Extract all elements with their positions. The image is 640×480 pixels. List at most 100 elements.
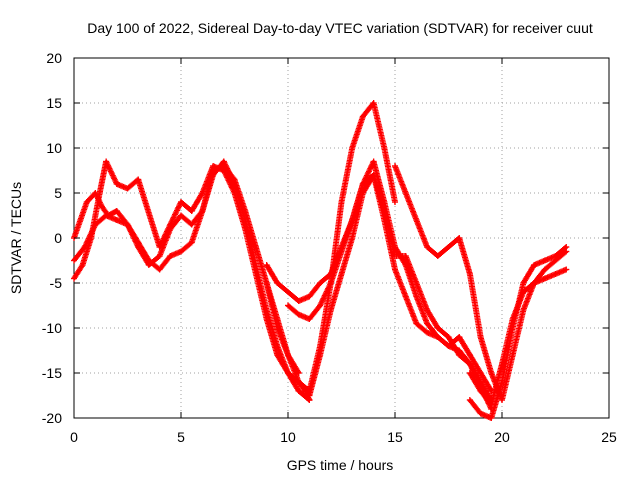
- y-tick-label: -15: [42, 365, 62, 381]
- data-point: [349, 217, 356, 223]
- data-point: [477, 370, 484, 376]
- data-point: [392, 163, 398, 169]
- data-point: [402, 262, 409, 268]
- data-point: [541, 275, 548, 282]
- data-point: [466, 352, 473, 358]
- data-point: [306, 316, 313, 322]
- data-point: [103, 158, 110, 165]
- data-point: [509, 316, 516, 322]
- data-point: [456, 334, 463, 340]
- x-tick-label: 20: [494, 429, 510, 445]
- data-point: [466, 370, 473, 376]
- data-point: [424, 329, 431, 336]
- data-point: [349, 145, 356, 151]
- data-point: [349, 235, 356, 241]
- data-point: [285, 352, 291, 358]
- data-point: [156, 244, 163, 250]
- data-point: [263, 316, 270, 322]
- data-point: [295, 298, 302, 304]
- data-point: [178, 199, 184, 205]
- data-point: [274, 280, 281, 286]
- data-point: [424, 307, 431, 313]
- data-point: [96, 190, 103, 196]
- data-point: [220, 167, 227, 174]
- series-6: [295, 100, 398, 394]
- y-tick-label: -5: [50, 275, 63, 291]
- data-point: [188, 239, 195, 246]
- data-point: [263, 262, 270, 268]
- data-point: [188, 208, 195, 214]
- data-point: [445, 244, 452, 250]
- data-point: [156, 253, 163, 259]
- data-point: [413, 293, 420, 300]
- data-point: [477, 379, 484, 385]
- data-point: [167, 221, 174, 228]
- data-point: [445, 343, 452, 349]
- data-point: [188, 221, 195, 228]
- data-point: [77, 217, 84, 223]
- data-point: [231, 176, 238, 183]
- data-point: [488, 415, 495, 421]
- data-point: [327, 280, 334, 286]
- data-point: [285, 302, 291, 309]
- data-point: [499, 397, 505, 403]
- data-point: [466, 271, 473, 277]
- data-point: [563, 266, 570, 273]
- data-point: [199, 208, 206, 214]
- data-point: [135, 176, 142, 183]
- data-point: [456, 347, 463, 354]
- data-point: [242, 208, 249, 214]
- y-tick-label: 15: [46, 95, 62, 111]
- data-point: [392, 199, 398, 205]
- x-tick-label: 25: [601, 429, 617, 445]
- data-point: [552, 257, 559, 264]
- y-axis-ticks: -20 -15 -10 -5 0 5 10 15 20: [42, 50, 609, 426]
- data-point: [124, 185, 131, 192]
- data-point: [231, 190, 238, 196]
- y-tick-label: 20: [46, 50, 62, 66]
- data-point: [88, 235, 95, 241]
- data-point: [103, 212, 110, 219]
- data-point: [370, 100, 377, 106]
- chart-title: Day 100 of 2022, Sidereal Day-to-day VTE…: [87, 20, 593, 36]
- data-point: [359, 181, 366, 187]
- data-point: [178, 212, 184, 219]
- data-point: [79, 262, 86, 268]
- data-point: [445, 334, 452, 340]
- data-point: [531, 262, 538, 268]
- data-point: [531, 280, 538, 286]
- data-point: [295, 379, 302, 385]
- data-point: [317, 343, 324, 349]
- data-point: [381, 145, 388, 151]
- series-7: [392, 163, 570, 403]
- data-point: [488, 401, 495, 408]
- data-point: [359, 113, 366, 120]
- data-point: [285, 289, 291, 295]
- x-axis-title: GPS time / hours: [287, 457, 394, 473]
- series-1-points: [71, 163, 302, 376]
- data-point: [370, 172, 377, 178]
- data-point: [520, 307, 527, 313]
- data-point: [124, 221, 131, 228]
- series-9: [466, 248, 570, 408]
- x-tick-label: 0: [70, 429, 78, 445]
- data-point: [263, 280, 270, 286]
- data-point: [488, 370, 495, 376]
- data-point: [338, 199, 345, 205]
- y-axis-title: SDTVAR / TECUs: [8, 182, 24, 294]
- data-point: [434, 334, 441, 340]
- data-marks: [71, 100, 570, 421]
- data-point: [456, 235, 463, 241]
- data-point: [563, 248, 570, 255]
- data-point: [466, 397, 473, 403]
- series-1: [71, 163, 302, 376]
- data-point: [71, 275, 77, 282]
- data-point: [424, 320, 431, 327]
- data-point: [135, 239, 142, 246]
- data-point: [338, 248, 345, 255]
- data-point: [167, 253, 174, 259]
- data-point: [210, 163, 217, 169]
- data-point: [381, 217, 388, 223]
- data-point: [113, 181, 120, 187]
